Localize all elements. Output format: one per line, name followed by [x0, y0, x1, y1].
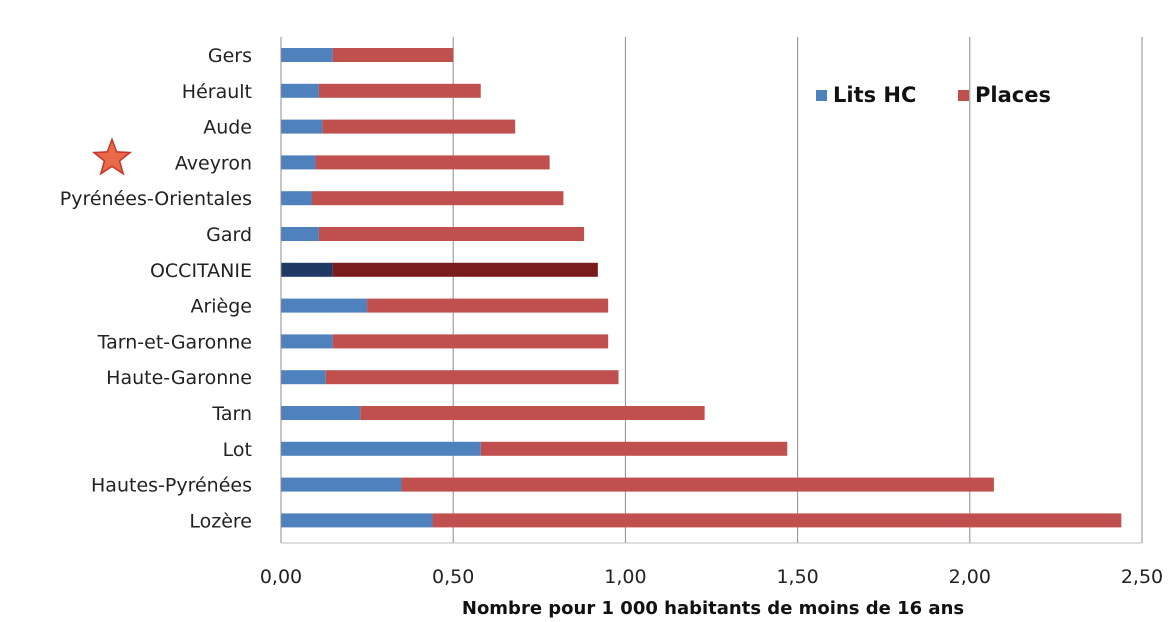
legend: Lits HC Places	[816, 83, 1051, 107]
bar-segment-places	[322, 119, 516, 134]
bar-segment-places	[367, 298, 609, 313]
legend-swatch	[958, 90, 969, 101]
marker	[91, 137, 133, 176]
bar-segment-places	[315, 155, 550, 170]
bar-segment-places	[480, 441, 788, 456]
legend-label: Places	[975, 83, 1051, 107]
category-label: Hérault	[182, 81, 252, 103]
bars	[281, 48, 1122, 528]
bar-segment-lits-hc	[281, 298, 368, 313]
bar-segment-places	[311, 191, 564, 206]
bar-segment-places	[332, 48, 454, 62]
category-label: Haute-Garonne	[106, 367, 252, 389]
bar-segment-places	[318, 227, 585, 241]
axes	[280, 37, 1142, 544]
x-tick-label: 2,00	[949, 566, 991, 588]
bar-segment-places	[332, 262, 598, 277]
bar-segment-places	[332, 334, 609, 349]
bar-segment-lits-hc	[281, 477, 402, 492]
bar-segment-lits-hc	[281, 406, 361, 420]
category-label: Tarn	[211, 403, 252, 425]
bar-segment-lits-hc	[281, 191, 312, 206]
category-label: Pyrénées-Orientales	[60, 188, 252, 210]
x-tick-label: 2,50	[1121, 566, 1163, 588]
category-labels: Gers Hérault Aude Aveyron Pyrénées-Orientale…	[60, 45, 252, 532]
category-label: Lot	[223, 439, 252, 461]
bar-segment-places	[401, 477, 994, 492]
bar-segment-lits-hc	[281, 155, 316, 170]
x-tick-label: 0,50	[432, 566, 474, 588]
bar-segment-lits-hc	[281, 48, 333, 62]
bar-segment-lits-hc	[281, 227, 319, 241]
bar-segment-places	[325, 370, 619, 385]
category-label: Tarn-et-Garonne	[97, 331, 252, 353]
bar-segment-lits-hc	[281, 119, 323, 134]
x-tick-label: 0,00	[260, 566, 302, 588]
category-label: Hautes-Pyrénées	[91, 475, 252, 497]
bar-segment-lits-hc	[281, 262, 333, 277]
bar-segment-places	[360, 406, 705, 420]
bar-segment-places	[318, 83, 481, 98]
bar-segment-places	[432, 513, 1122, 528]
legend-label: Lits HC	[833, 83, 916, 107]
category-label: Aude	[203, 117, 252, 139]
star-icon	[91, 137, 133, 176]
category-label: OCCITANIE	[150, 260, 252, 282]
bar-segment-lits-hc	[281, 441, 481, 456]
category-label: Gers	[208, 45, 252, 67]
legend-swatch	[816, 90, 827, 101]
x-tick-label: 1,50	[776, 566, 818, 588]
x-tick-label: 1,00	[604, 566, 646, 588]
bar-segment-lits-hc	[281, 513, 433, 528]
tick-labels: 0,00 0,50 1,00 1,50 2,00 2,50	[260, 566, 1163, 588]
category-label: Lozère	[189, 510, 252, 532]
bar-segment-lits-hc	[281, 370, 326, 385]
gridlines	[452, 37, 1143, 543]
bar-segment-lits-hc	[281, 334, 333, 349]
category-label: Gard	[206, 224, 252, 246]
category-label: Aveyron	[175, 152, 252, 174]
category-label: Ariège	[190, 296, 252, 318]
x-axis-title: Nombre pour 1 000 habitants de moins de …	[462, 598, 964, 619]
bar-segment-lits-hc	[281, 83, 319, 98]
